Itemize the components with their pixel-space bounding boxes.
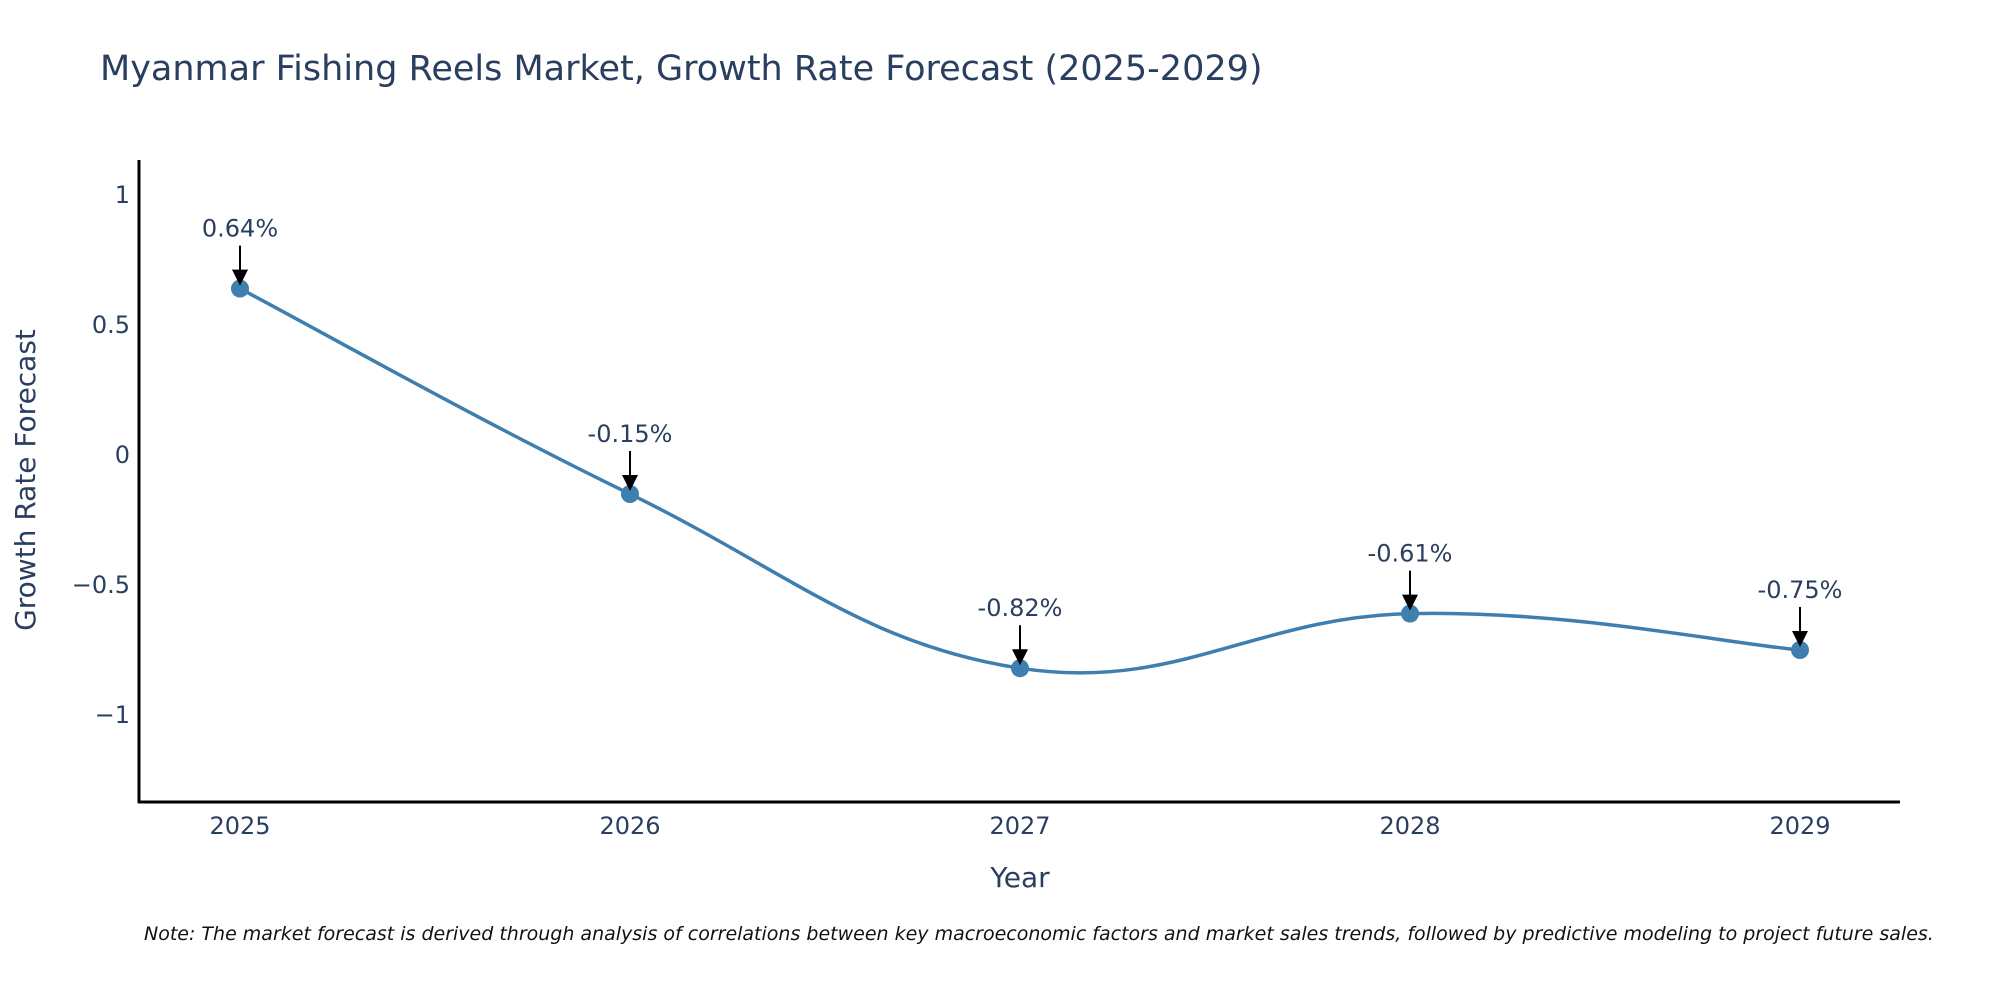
y-axis-title: Growth Rate Forecast [9,329,42,631]
footnote: Note: The market forecast is derived thr… [144,923,1934,945]
data-label: -0.82% [978,594,1063,622]
y-tick-label: 0.5 [92,311,130,339]
annotation-arrow-head [1792,631,1808,647]
data-label: -0.61% [1368,540,1453,568]
y-tick-label: −0.5 [72,571,130,599]
y-tick-labels: 1 0.5 0 −0.5 −1 [72,181,130,729]
x-tick-label: 2029 [1769,812,1830,840]
annotation-arrow-head [1402,594,1418,611]
data-point [621,485,639,503]
data-point [1011,659,1029,678]
plot-area: 0.64% -0.15% -0.82% -0.61% -0.75% [202,215,1843,678]
data-label: -0.75% [1758,576,1843,604]
x-tick-label: 2025 [209,812,270,840]
x-tick-labels: 2025 2026 2027 2028 2029 [209,812,1830,840]
y-tick-label: 0 [115,441,130,469]
data-label: 0.64% [202,215,278,243]
x-tick-label: 2028 [1379,812,1440,840]
annotation-arrow-head [232,269,248,286]
chart-title: Myanmar Fishing Reels Market, Growth Rat… [100,49,1263,89]
y-tick-label: −1 [95,701,130,729]
data-point [1401,604,1419,623]
data-point [1791,641,1809,659]
annotation-arrow-head [622,475,638,491]
y-tick-label: 1 [115,181,130,209]
annotation-arrow-head [1012,649,1028,666]
data-label: -0.15% [588,420,673,448]
data-point [231,279,249,298]
x-tick-label: 2026 [599,812,660,840]
x-axis-title: Year [989,861,1050,894]
x-tick-label: 2027 [989,812,1050,840]
